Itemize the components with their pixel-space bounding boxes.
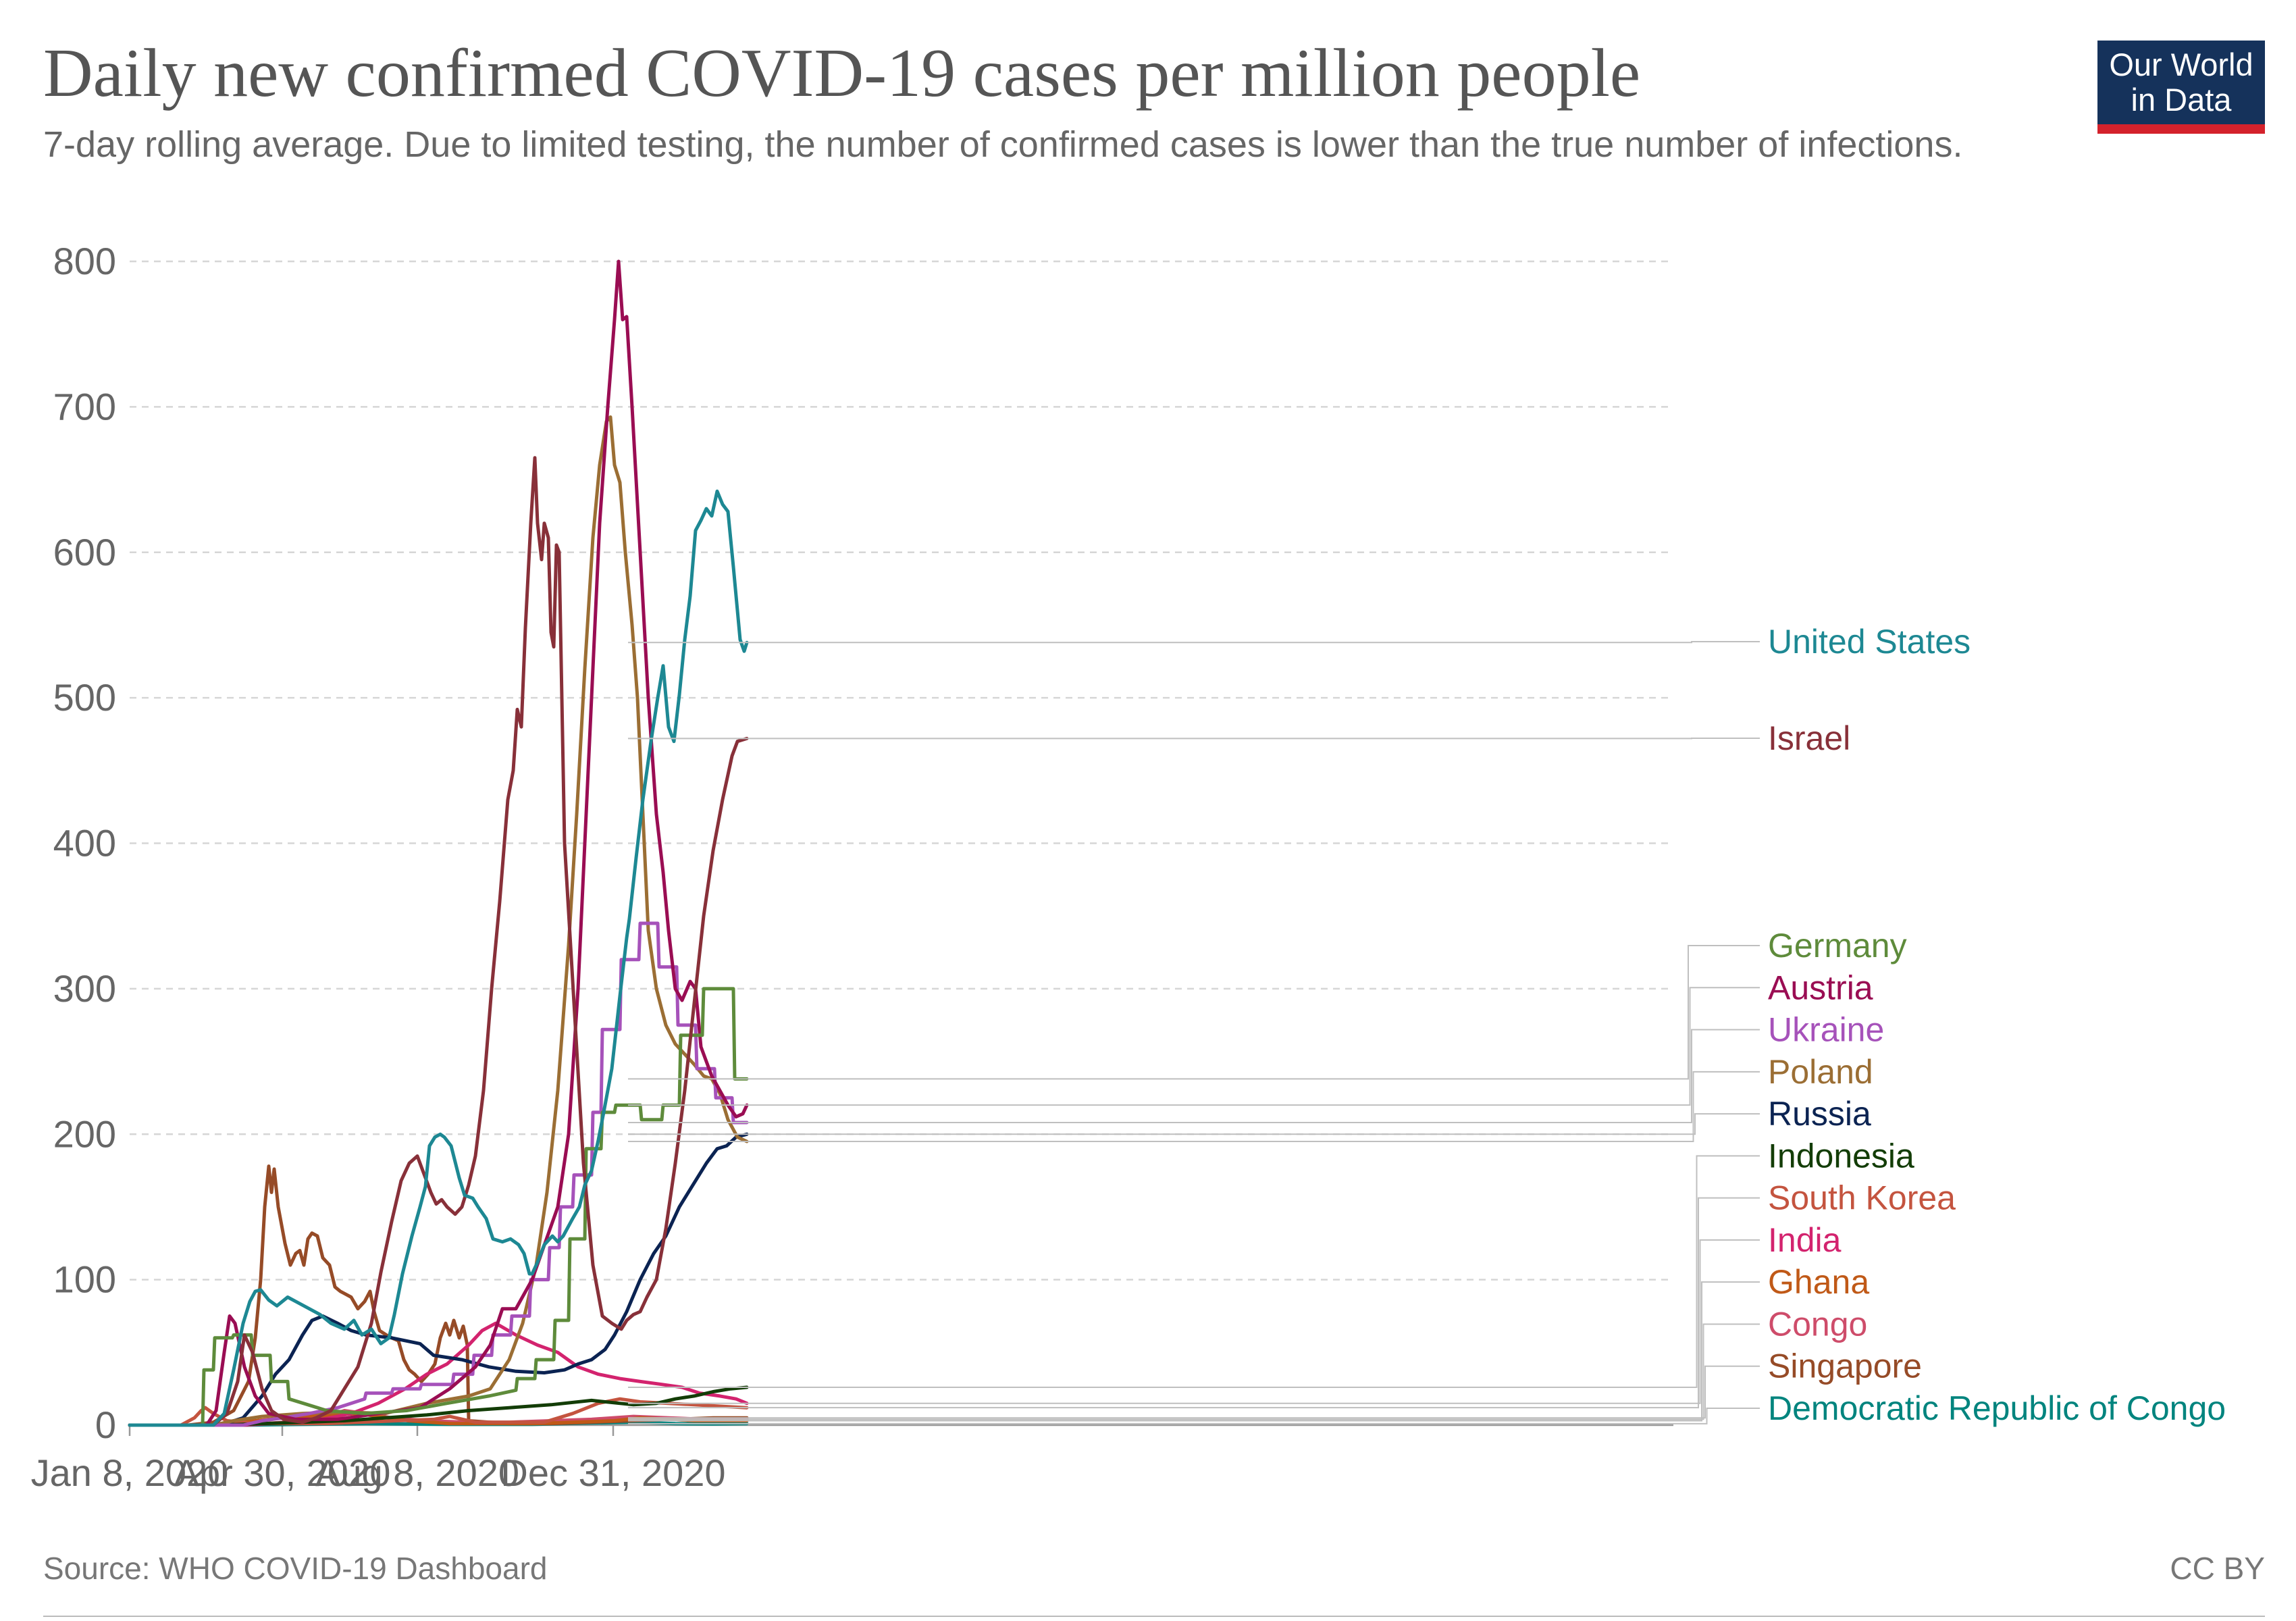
- legend-label[interactable]: Democratic Republic of Congo: [1768, 1389, 2226, 1427]
- legend-label[interactable]: Germany: [1768, 927, 1907, 964]
- logo-line-1: Our World: [2109, 47, 2253, 82]
- legend-connector: [628, 1113, 1760, 1135]
- legend-label[interactable]: Israel: [1768, 719, 1850, 757]
- line-chart: 0 100 200 300 400 500 600 700 800 Jan 8, 2020Apr…: [31, 240, 2226, 1494]
- legend-label[interactable]: Ghana: [1768, 1263, 1869, 1301]
- legend-label[interactable]: Russia: [1768, 1095, 1871, 1133]
- legend-connector: [628, 1197, 1760, 1409]
- y-tick-label: 200: [53, 1112, 116, 1155]
- y-axis: 0 100 200 300 400 500 600 700 800: [53, 240, 116, 1446]
- legend-label[interactable]: Austria: [1768, 969, 1873, 1006]
- y-tick-label: 300: [53, 967, 116, 1010]
- series-line-germany[interactable]: [128, 987, 749, 1427]
- footer-divider: [43, 1616, 2265, 1617]
- y-tick-label: 800: [53, 240, 116, 282]
- y-tick-label: 0: [95, 1404, 116, 1446]
- x-tick-label: Jan 8, 2020: [31, 1451, 229, 1494]
- legend-label[interactable]: South Korea: [1768, 1179, 1956, 1217]
- x-tick-label: Apr 30, 2020: [174, 1451, 391, 1494]
- legend-connector: [628, 1155, 1760, 1389]
- y-tick-label: 600: [53, 531, 116, 573]
- series-line-russia[interactable]: [128, 1132, 749, 1427]
- y-tick-label: 400: [53, 822, 116, 865]
- legend-label[interactable]: Singapore: [1768, 1347, 1922, 1385]
- legend-connector: [628, 1029, 1760, 1124]
- legend-label[interactable]: Ukraine: [1768, 1011, 1884, 1049]
- grid-lines: [130, 260, 1673, 1281]
- owid-logo[interactable]: Our World in Data: [2097, 41, 2265, 134]
- legend-connector: [628, 987, 1760, 1106]
- x-tick-label: Aug 8, 2020: [315, 1451, 519, 1494]
- legend-label[interactable]: Congo: [1768, 1305, 1867, 1343]
- legend-connector: [628, 1239, 1760, 1404]
- legend-connector: [628, 1365, 1760, 1419]
- source-note[interactable]: Source: WHO COVID-19 Dashboard: [43, 1551, 548, 1586]
- series-line-poland[interactable]: [128, 415, 749, 1427]
- legend-label[interactable]: United States: [1768, 623, 1971, 661]
- license-link[interactable]: CC BY: [2170, 1551, 2265, 1586]
- y-tick-label: 500: [53, 676, 116, 719]
- logo-line-2: in Data: [2131, 82, 2232, 118]
- legend-connector: [628, 1071, 1760, 1143]
- series-line-united-states[interactable]: [128, 489, 749, 1427]
- chart-title: Daily new confirmed COVID-19 cases per m…: [43, 35, 1641, 111]
- series-line-ukraine[interactable]: [128, 921, 749, 1427]
- legend-connector: [628, 945, 1760, 1080]
- series-line-singapore[interactable]: [128, 1164, 749, 1427]
- series-line-austria[interactable]: [128, 259, 749, 1427]
- legend-connector: [628, 1281, 1760, 1422]
- y-tick-label: 100: [53, 1258, 116, 1301]
- x-tick-label: Dec 31, 2020: [500, 1451, 725, 1494]
- chart-subtitle: 7-day rolling average. Due to limited te…: [43, 124, 1963, 165]
- y-tick-label: 700: [53, 385, 116, 428]
- legend-connector: [628, 1408, 1760, 1424]
- legend: United States Israel Germany Austria Ukraine…: [628, 623, 2226, 1427]
- series-line-israel[interactable]: [128, 456, 749, 1427]
- legend-label[interactable]: Indonesia: [1768, 1137, 1914, 1175]
- legend-label[interactable]: India: [1768, 1221, 1842, 1259]
- legend-connector: [628, 1323, 1760, 1420]
- legend-label[interactable]: Poland: [1768, 1053, 1873, 1091]
